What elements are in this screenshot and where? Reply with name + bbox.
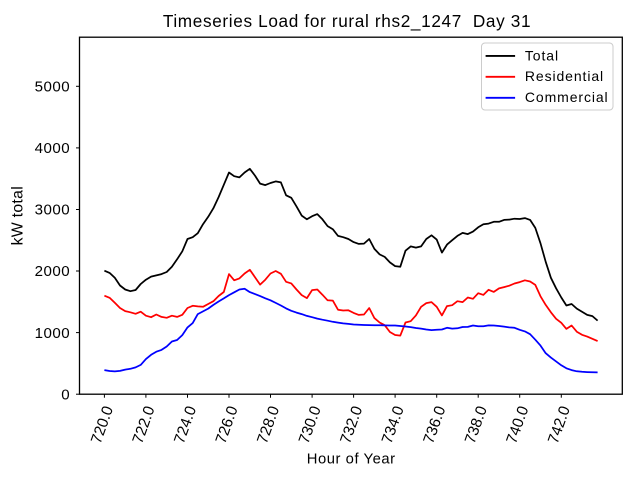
svg-text:1000: 1000 bbox=[35, 325, 71, 342]
svg-text:5000: 5000 bbox=[35, 79, 71, 96]
svg-text:kW total: kW total bbox=[10, 186, 27, 245]
svg-text:Total: Total bbox=[525, 47, 559, 63]
svg-text:4000: 4000 bbox=[35, 140, 71, 157]
svg-text:2000: 2000 bbox=[35, 263, 71, 280]
svg-text:3000: 3000 bbox=[35, 202, 71, 219]
svg-text:Residential: Residential bbox=[525, 68, 604, 84]
svg-text:Timeseries Load for rural rhs2: Timeseries Load for rural rhs2_1247 Day … bbox=[163, 11, 531, 31]
svg-text:Commercial: Commercial bbox=[525, 89, 609, 105]
svg-text:0: 0 bbox=[61, 386, 70, 403]
svg-text:Hour of Year: Hour of Year bbox=[307, 451, 396, 467]
